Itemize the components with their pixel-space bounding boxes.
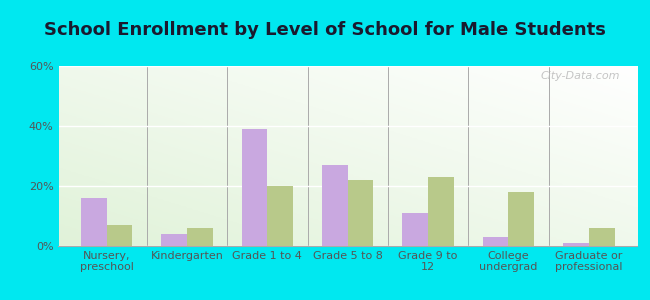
Bar: [161, 234, 187, 246]
Bar: [402, 213, 428, 246]
Bar: [589, 228, 614, 246]
Bar: [267, 186, 293, 246]
Bar: [187, 228, 213, 246]
Bar: [322, 165, 348, 246]
Text: School Enrollment by Level of School for Male Students: School Enrollment by Level of School for…: [44, 21, 606, 39]
Bar: [428, 177, 454, 246]
Bar: [483, 237, 508, 246]
Bar: [508, 192, 534, 246]
Text: City-Data.com: City-Data.com: [540, 71, 619, 81]
Bar: [242, 129, 267, 246]
Bar: [107, 225, 133, 246]
Bar: [563, 243, 589, 246]
Bar: [348, 180, 374, 246]
Bar: [81, 198, 107, 246]
